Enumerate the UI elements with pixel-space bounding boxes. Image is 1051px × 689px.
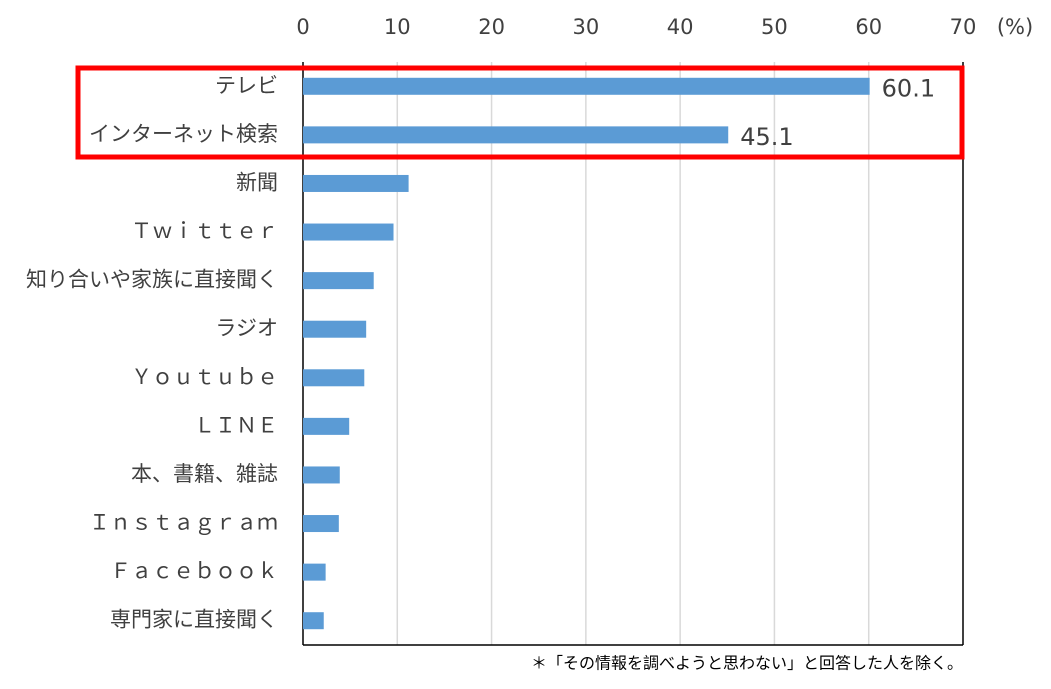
bar bbox=[303, 272, 374, 290]
y-tick-label: ラジオ bbox=[215, 316, 278, 340]
bar bbox=[303, 126, 729, 144]
x-tick-label: 70 bbox=[950, 15, 977, 39]
y-tick-label: Ｙｏｕｔｕｂｅ bbox=[131, 365, 278, 389]
y-tick-label: 本、書籍、雑誌 bbox=[131, 462, 278, 486]
bar bbox=[303, 515, 339, 533]
x-tick-label: 50 bbox=[761, 15, 788, 39]
x-tick-label: 40 bbox=[667, 15, 694, 39]
bar bbox=[303, 223, 394, 241]
y-tick-label: 知り合いや家族に直接聞く bbox=[26, 268, 278, 292]
y-tick-label: インターネット検索 bbox=[89, 122, 278, 146]
y-tick-label: Ｆａｃｅｂｏｏｋ bbox=[110, 559, 278, 583]
y-tick-label: 専門家に直接聞く bbox=[110, 608, 278, 632]
bar bbox=[303, 174, 409, 192]
footnote: ＊「その情報を調べようと思わない」と回答した人を除く。 bbox=[531, 654, 963, 673]
y-tick-label: 新聞 bbox=[236, 170, 278, 194]
y-tick-label: テレビ bbox=[215, 73, 278, 97]
x-tick-label: 30 bbox=[572, 15, 599, 39]
bar bbox=[303, 369, 365, 387]
bar bbox=[303, 77, 870, 95]
x-unit-label: (%) bbox=[997, 15, 1033, 39]
x-tick-label: 60 bbox=[855, 15, 882, 39]
y-tick-label: ＬＩＮＥ bbox=[194, 413, 278, 437]
data-label: 45.1 bbox=[740, 123, 793, 151]
bar bbox=[303, 612, 324, 630]
y-tick-label: Ｔｗｉｔｔｅｒ bbox=[131, 219, 278, 243]
bar bbox=[303, 466, 340, 484]
x-tick-label: 20 bbox=[478, 15, 505, 39]
bar bbox=[303, 320, 367, 338]
x-tick-label: 0 bbox=[296, 15, 309, 39]
highlight-box bbox=[75, 65, 965, 160]
data-label: 60.1 bbox=[882, 74, 935, 102]
bar bbox=[303, 563, 326, 581]
bar bbox=[303, 417, 350, 435]
y-tick-label: Ｉｎｓｔａｇｒａｍ bbox=[89, 511, 278, 535]
x-tick-label: 10 bbox=[384, 15, 411, 39]
